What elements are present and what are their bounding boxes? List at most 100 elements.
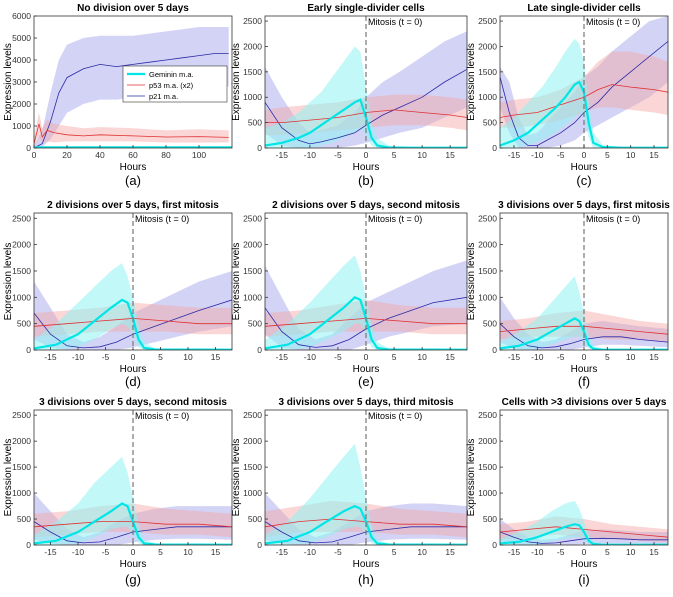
mitosis-label: Mitosis (t = 0) [586, 17, 640, 27]
ytick-label: 2000 [243, 240, 262, 250]
xtick-label: 15 [445, 150, 455, 160]
ytick-label: 2000 [12, 99, 31, 109]
plot-content [500, 500, 668, 545]
y-axis-label: Expression levels [231, 439, 242, 517]
line-geminin [500, 80, 668, 148]
y-axis-label: Expression levels [466, 43, 477, 121]
xtick-label: 5 [605, 547, 610, 557]
ytick-label: 0 [26, 540, 31, 550]
mitosis-label: Mitosis (t = 0) [135, 411, 189, 421]
xtick-label: 80 [161, 150, 171, 160]
xtick-label: -15 [276, 150, 289, 160]
legend-entry: Geminin m.a. [149, 70, 194, 79]
line-geminin [500, 317, 668, 350]
xtick-label: -15 [44, 547, 57, 557]
ytick-label: 6000 [12, 11, 31, 21]
panel-label: (i) [578, 572, 590, 587]
ytick-label: 1000 [478, 92, 497, 102]
xtick-label: 10 [417, 150, 427, 160]
band-p53 [34, 112, 229, 148]
xtick-label: -10 [304, 352, 317, 362]
ytick-label: 0 [26, 345, 31, 355]
ytick-label: 500 [248, 514, 262, 524]
x-axis-label: Hours [571, 559, 598, 570]
panel-title: Late single-divider cells [527, 3, 641, 14]
xtick-label: -10 [304, 150, 317, 160]
panel-title: 3 divisions over 5 days, third mitosis [278, 397, 453, 408]
ytick-label: 2500 [478, 16, 497, 26]
xtick-label: 0 [582, 547, 587, 557]
xtick-label: -10 [304, 547, 317, 557]
panel-label: (f) [578, 374, 590, 389]
panel-title: 3 divisions over 5 days, second mitosis [39, 397, 227, 408]
ytick-label: 500 [483, 319, 497, 329]
xtick-label: -5 [557, 352, 565, 362]
legend-entry: p21 m.a. [149, 92, 178, 101]
ytick-label: 2000 [478, 436, 497, 446]
xtick-label: 100 [192, 150, 206, 160]
ytick-label: 500 [17, 514, 31, 524]
xtick-label: -5 [334, 352, 342, 362]
ytick-label: 0 [26, 143, 31, 153]
ytick-label: 0 [257, 143, 262, 153]
line-geminin [500, 523, 668, 545]
xtick-label: -5 [557, 150, 565, 160]
panel-title: 2 divisions over 5 days, first mitosis [47, 200, 219, 211]
panel-h: Mitosis (t = 0) 0 500 1000 1500 2000 2500 -15 -1… [231, 397, 468, 587]
xtick-label: -10 [531, 150, 544, 160]
ytick-label: 2000 [478, 41, 497, 51]
y-axis-label: Expression levels [3, 43, 14, 121]
panel-i: 0 500 1000 1500 2000 2500 -15 -10 -5 0 5 10 15 Cells … [466, 397, 669, 587]
x-axis-label: Hours [571, 162, 598, 173]
panel-title: 2 divisions over 5 days, second mitosis [272, 200, 460, 211]
panel-label: (g) [125, 572, 141, 587]
ytick-label: 500 [483, 118, 497, 128]
xtick-label: 15 [445, 547, 455, 557]
x-axis-label: Hours [120, 559, 147, 570]
xtick-label: -10 [531, 547, 544, 557]
ytick-label: 2500 [478, 213, 497, 223]
panel-g: Mitosis (t = 0) 0 500 1000 1500 2000 2500 -15 -1… [3, 397, 233, 587]
xtick-label: 15 [445, 352, 455, 362]
ytick-label: 0 [257, 345, 262, 355]
ytick-label: 2000 [478, 240, 497, 250]
ytick-label: 1000 [12, 292, 31, 302]
panel-title: No division over 5 days [77, 3, 189, 14]
xtick-label: 5 [158, 547, 163, 557]
xtick-label: 10 [183, 352, 193, 362]
xtick-label: 15 [211, 352, 221, 362]
panel-label: (b) [358, 173, 374, 188]
panel-title: 3 divisions over 5 days, first mitosis [498, 200, 670, 211]
xtick-label: 60 [128, 150, 138, 160]
ytick-label: 2500 [243, 16, 262, 26]
xtick-label: -5 [102, 547, 110, 557]
band-geminin [265, 443, 467, 545]
y-axis-label: Expression levels [3, 439, 14, 517]
ytick-label: 1000 [478, 292, 497, 302]
xtick-label: 5 [392, 150, 397, 160]
line-p21 [265, 296, 467, 348]
x-axis-label: Hours [120, 364, 147, 375]
ytick-label: 2000 [243, 436, 262, 446]
ytick-label: 2000 [12, 436, 31, 446]
line-p21 [500, 323, 668, 349]
panel-b: Mitosis (t = 0) 0 500 1000 1500 2000 2500 -15 -1… [231, 3, 468, 188]
xtick-label: 5 [392, 547, 397, 557]
xtick-label: -10 [72, 547, 85, 557]
xtick-label: 15 [649, 352, 659, 362]
line-p53 [34, 123, 229, 144]
mitosis-label: Mitosis (t = 0) [586, 214, 640, 224]
ytick-label: 2500 [12, 213, 31, 223]
panel-label: (d) [125, 374, 141, 389]
legend-entry: p53 m.a. (x2) [149, 81, 194, 90]
line-p21 [500, 41, 668, 146]
ytick-label: 2500 [243, 410, 262, 420]
xtick-label: 0 [364, 547, 369, 557]
ytick-label: 5000 [12, 33, 31, 43]
ytick-label: 1500 [478, 67, 497, 77]
line-p21 [34, 53, 229, 148]
xtick-label: 10 [183, 547, 193, 557]
ytick-label: 0 [492, 540, 497, 550]
xtick-label: -15 [276, 547, 289, 557]
